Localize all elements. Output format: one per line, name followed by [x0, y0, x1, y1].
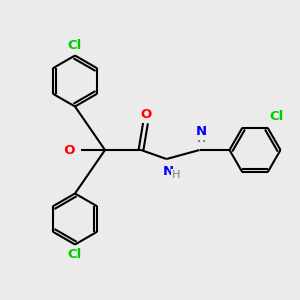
Text: H: H	[197, 134, 206, 144]
Text: H: H	[172, 170, 180, 181]
Text: N: N	[195, 125, 207, 138]
Text: Cl: Cl	[68, 248, 82, 261]
Text: N: N	[162, 165, 174, 178]
Text: Cl: Cl	[68, 39, 82, 52]
Text: Cl: Cl	[269, 110, 284, 123]
Text: O: O	[55, 143, 76, 157]
Text: O: O	[140, 108, 151, 121]
Text: H: H	[66, 143, 76, 157]
